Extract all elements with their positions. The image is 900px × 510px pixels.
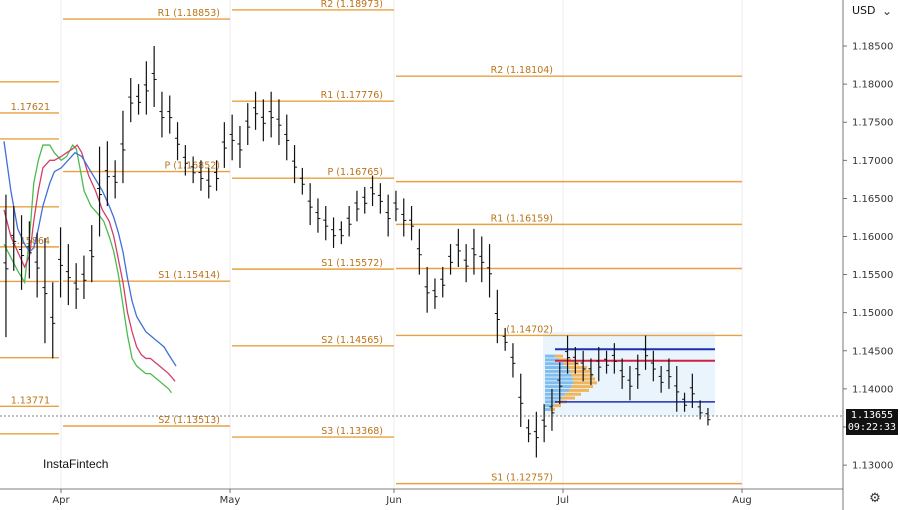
y-tick-label: 1.17500 bbox=[852, 118, 893, 129]
vp-row-orange bbox=[573, 381, 597, 385]
y-tick-label: 1.16500 bbox=[852, 194, 893, 205]
y-tick-label: 1.15000 bbox=[852, 308, 893, 319]
pivot-label: S2 (1.13513) bbox=[158, 415, 220, 426]
currency-selector[interactable]: USD ⌄ bbox=[846, 2, 896, 20]
pivot-label: (1.14702) bbox=[506, 324, 553, 335]
vp-row-blue bbox=[545, 366, 569, 370]
vp-row-orange bbox=[554, 354, 563, 358]
pivot-label: R1 (1.18853) bbox=[158, 8, 220, 19]
settings-gear-icon[interactable]: ⚙ bbox=[869, 491, 881, 506]
y-tick-label: 1.14500 bbox=[852, 346, 893, 357]
pivot-label: R1 (1.17776) bbox=[321, 90, 383, 101]
vp-row-blue bbox=[545, 373, 572, 377]
pivot-levels: 1.17621 1.15864 1.13771 R1 (1.18853) P (1.16… bbox=[0, 0, 742, 485]
pivot-label: S2 (1.14565) bbox=[321, 335, 383, 346]
pivot-label: R2 (1.18973) bbox=[321, 0, 383, 10]
vp-row-blue bbox=[545, 392, 565, 396]
last-price-value: 1.13655 bbox=[850, 410, 894, 421]
y-tick-label: 1.16000 bbox=[852, 232, 893, 243]
vp-row-blue bbox=[545, 377, 573, 381]
x-tick-label: Jun bbox=[385, 495, 402, 506]
y-tick-label: 1.14000 bbox=[852, 384, 893, 395]
pivot-label: S1 (1.12757) bbox=[491, 473, 553, 484]
chevron-down-icon: ⌄ bbox=[881, 4, 892, 18]
vp-row-blue bbox=[545, 407, 551, 411]
price-bars bbox=[3, 46, 711, 458]
volume-profile bbox=[543, 331, 715, 416]
vp-row-blue bbox=[545, 362, 564, 366]
vp-row-blue bbox=[545, 369, 571, 373]
vp-row-orange bbox=[561, 396, 575, 400]
vp-row-orange bbox=[569, 388, 589, 392]
vp-row-orange bbox=[568, 366, 587, 370]
currency-label: USD bbox=[852, 4, 876, 17]
pivot-label: 1.15864 bbox=[11, 236, 50, 247]
y-tick-label: 1.17000 bbox=[852, 156, 893, 167]
x-tick-label: Aug bbox=[732, 495, 752, 506]
x-tick-label: May bbox=[220, 495, 241, 506]
vp-row-blue bbox=[545, 385, 572, 389]
pivot-label: 1.13771 bbox=[11, 395, 50, 406]
vp-row-orange bbox=[550, 407, 555, 411]
grid bbox=[60, 0, 743, 489]
y-tick-label: 1.15500 bbox=[852, 270, 893, 281]
pivot-label: S1 (1.15414) bbox=[158, 270, 220, 281]
vp-row-orange bbox=[563, 362, 579, 366]
y-tick-label: 1.18500 bbox=[852, 42, 893, 53]
vp-row-orange bbox=[553, 404, 561, 408]
vp-row-blue bbox=[545, 396, 562, 400]
last-price-badge: 1.13655 09:22:33 bbox=[846, 409, 898, 435]
pivot-label: P (1.16852) bbox=[165, 161, 220, 172]
pivot-label: S3 (1.13368) bbox=[321, 426, 383, 437]
pivot-label: R2 (1.18104) bbox=[491, 65, 553, 76]
x-tick-label: Jul bbox=[556, 495, 569, 506]
vp-row-blue bbox=[545, 400, 558, 404]
vp-row-blue bbox=[545, 404, 554, 408]
moving-averages bbox=[3, 141, 177, 394]
x-tick-label: Apr bbox=[52, 495, 70, 506]
vp-row-orange bbox=[564, 392, 581, 396]
y-tick-label: 1.13000 bbox=[852, 461, 893, 472]
countdown-timer: 09:22:33 bbox=[847, 422, 897, 433]
sma-fast-line bbox=[3, 143, 172, 394]
vp-row-blue bbox=[545, 354, 555, 358]
vp-row-orange bbox=[570, 369, 591, 373]
y-tick-label: 1.18000 bbox=[852, 80, 893, 91]
watermark-logo: InstaFintech bbox=[43, 457, 109, 471]
sma-slow-line bbox=[3, 141, 177, 367]
price-axis[interactable]: 1.18500 1.18000 1.17500 1.17000 1.16500 1.160… bbox=[843, 42, 893, 472]
vp-row-blue bbox=[545, 358, 560, 362]
vp-row-blue bbox=[545, 388, 570, 392]
vp-row-orange bbox=[571, 373, 593, 377]
pivot-label: R1 (1.16159) bbox=[491, 213, 553, 224]
time-axis[interactable]: Apr May Jun Jul Aug bbox=[52, 489, 752, 506]
pivot-label: 1.17621 bbox=[11, 102, 50, 113]
pivot-label: S1 (1.15572) bbox=[321, 258, 383, 269]
pivot-label: P (1.16765) bbox=[328, 167, 383, 178]
sma-mid-line bbox=[3, 144, 176, 382]
vp-row-orange bbox=[571, 385, 593, 389]
